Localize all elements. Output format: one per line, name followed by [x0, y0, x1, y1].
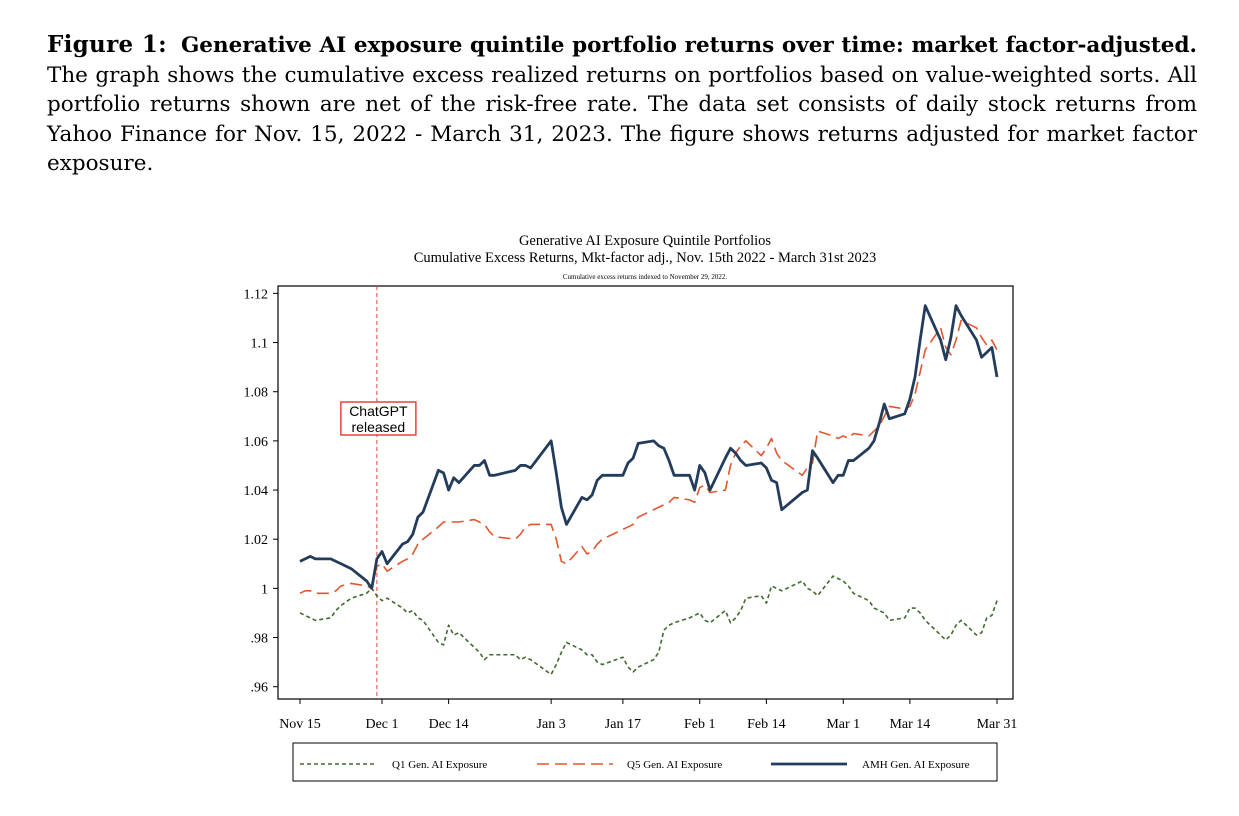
- series-line-amh-gen-ai-exposure: [299, 304, 999, 590]
- x-tick-label: Jan 3: [537, 717, 566, 732]
- y-tick-label: .96: [251, 681, 269, 696]
- chart-note: Cumulative excess returns indexed to Nov…: [563, 273, 728, 281]
- x-tick-label: Jan 17: [605, 717, 641, 732]
- figure-bold-title: Generative AI exposure quintile portfoli…: [180, 33, 1197, 58]
- y-tick-label: 1.06: [244, 435, 269, 450]
- figure-label: Figure 1:: [47, 31, 167, 58]
- x-tick-label: Nov 15: [279, 717, 321, 732]
- y-tick-label: .98: [251, 632, 269, 647]
- figure-caption-body: The graph shows the cumulative excess re…: [47, 62, 1197, 177]
- series-line-q5-gen-ai-exposure: [299, 319, 998, 595]
- x-axis: Nov 15 Dec 1 Dec 14 Jan 3 Jan 17 Feb 1 Feb 14 M…: [279, 699, 1017, 732]
- y-tick-label: 1.02: [244, 533, 269, 548]
- legend-label-q1: Q1 Gen. AI Exposure: [392, 759, 487, 771]
- x-tick-label: Feb 14: [747, 717, 786, 732]
- legend-label-amh: AMH Gen. AI Exposure: [862, 759, 970, 771]
- plot-frame: [277, 285, 1014, 700]
- legend-box: [292, 742, 998, 782]
- y-tick-label: 1: [261, 582, 268, 597]
- series-line-q1-gen-ai-exposure: [299, 575, 998, 676]
- y-tick-label: 1.12: [244, 287, 269, 302]
- y-tick-label: 1.1: [251, 337, 269, 352]
- x-tick-label: Dec 1: [365, 717, 398, 732]
- chart-title: Generative AI Exposure Quintile Portfoli…: [519, 233, 771, 249]
- x-tick-label: Feb 1: [684, 717, 716, 732]
- chatgpt-label-line2: released: [352, 419, 406, 435]
- y-tick-label: 1.08: [244, 386, 269, 401]
- chatgpt-label-line1: ChatGPT: [349, 403, 408, 419]
- y-tick-label: 1.04: [244, 484, 269, 499]
- chart-subtitle: Cumulative Excess Returns, Mkt-factor ad…: [414, 250, 877, 266]
- figure-caption: Figure 1: Generative AI exposure quintil…: [47, 30, 1197, 179]
- chatgpt-label-box: [340, 401, 417, 436]
- legend-label-q5: Q5 Gen. AI Exposure: [627, 759, 722, 771]
- x-tick-label: Dec 14: [429, 717, 469, 732]
- x-tick-label: Mar 14: [889, 717, 930, 732]
- series-layer: [299, 304, 999, 676]
- x-tick-label: Mar 31: [977, 717, 1018, 732]
- x-tick-label: Mar 1: [826, 717, 860, 732]
- legend: Q1 Gen. AI Exposure Q5 Gen. AI Exposure …: [292, 742, 998, 782]
- y-axis: .96 .98 1 1.02 1.04 1.06 1.08 1.1 1.12: [244, 287, 278, 696]
